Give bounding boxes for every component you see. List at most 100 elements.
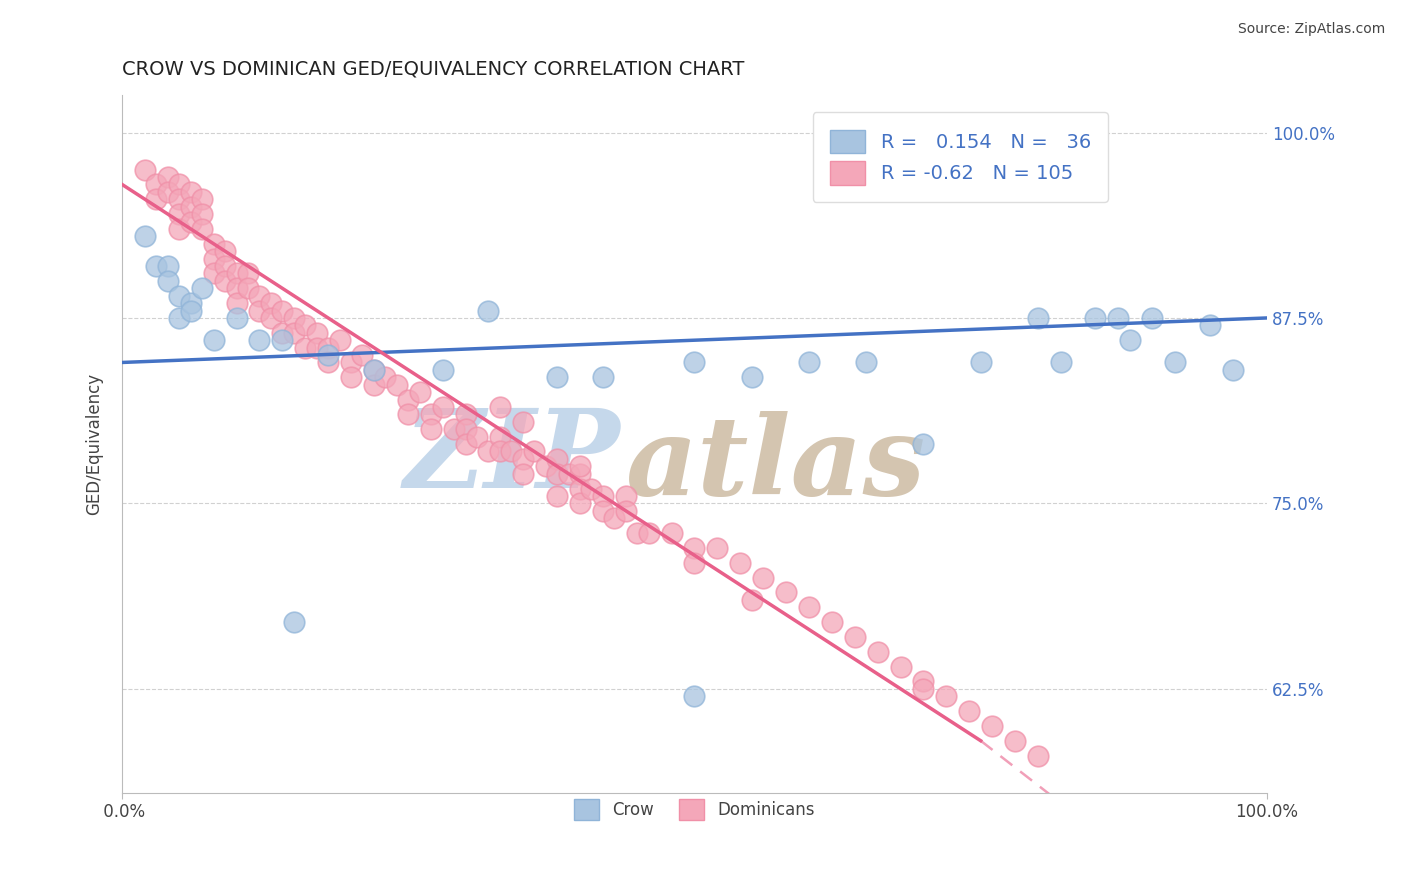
Point [374, 370, 396, 384]
Point [661, 526, 683, 541]
Point [592, 489, 614, 503]
Point [912, 437, 935, 451]
Point [581, 482, 603, 496]
Point [512, 451, 534, 466]
Point [225, 310, 247, 325]
Point [169, 192, 191, 206]
Point [396, 392, 419, 407]
Point [145, 178, 167, 192]
Point [569, 482, 592, 496]
Point [169, 289, 191, 303]
Point [752, 570, 775, 584]
Point [420, 422, 443, 436]
Point [214, 274, 236, 288]
Point [191, 281, 214, 295]
Point [169, 222, 191, 236]
Point [1004, 733, 1026, 747]
Point [271, 333, 294, 347]
Point [569, 496, 592, 510]
Text: Source: ZipAtlas.com: Source: ZipAtlas.com [1237, 22, 1385, 37]
Point [180, 296, 202, 310]
Point [683, 690, 706, 704]
Point [844, 630, 866, 644]
Point [396, 408, 419, 422]
Point [1118, 333, 1140, 347]
Point [683, 556, 706, 570]
Point [352, 348, 374, 362]
Point [706, 541, 728, 555]
Point [316, 355, 339, 369]
Point [169, 310, 191, 325]
Point [465, 429, 488, 443]
Point [283, 310, 305, 325]
Legend: Crow, Dominicans: Crow, Dominicans [561, 786, 828, 833]
Point [637, 526, 659, 541]
Point [489, 400, 512, 414]
Point [1026, 310, 1049, 325]
Point [236, 267, 259, 281]
Point [489, 429, 512, 443]
Point [191, 222, 214, 236]
Point [294, 318, 316, 333]
Point [741, 592, 763, 607]
Point [443, 422, 465, 436]
Point [626, 526, 648, 541]
Text: CROW VS DOMINICAN GED/EQUIVALENCY CORRELATION CHART: CROW VS DOMINICAN GED/EQUIVALENCY CORREL… [122, 60, 744, 78]
Text: ZIP: ZIP [404, 404, 620, 512]
Point [202, 236, 225, 251]
Point [432, 363, 454, 377]
Point [821, 615, 844, 629]
Point [134, 162, 156, 177]
Point [260, 296, 283, 310]
Point [363, 363, 385, 377]
Point [454, 422, 477, 436]
Point [305, 341, 328, 355]
Point [305, 326, 328, 340]
Point [512, 415, 534, 429]
Point [191, 192, 214, 206]
Point [260, 310, 283, 325]
Point [145, 259, 167, 273]
Point [225, 267, 247, 281]
Point [477, 444, 499, 458]
Point [1026, 748, 1049, 763]
Point [592, 504, 614, 518]
Point [340, 355, 363, 369]
Point [294, 341, 316, 355]
Point [477, 303, 499, 318]
Point [683, 355, 706, 369]
Point [1164, 355, 1187, 369]
Y-axis label: GED/Equivalency: GED/Equivalency [86, 373, 103, 515]
Point [912, 681, 935, 696]
Point [169, 178, 191, 192]
Point [191, 207, 214, 221]
Point [329, 333, 352, 347]
Point [156, 169, 179, 184]
Point [855, 355, 877, 369]
Point [546, 370, 568, 384]
Point [592, 370, 614, 384]
Point [546, 489, 568, 503]
Point [156, 185, 179, 199]
Point [202, 267, 225, 281]
Point [409, 385, 432, 400]
Point [249, 289, 271, 303]
Point [225, 281, 247, 295]
Point [981, 719, 1004, 733]
Point [271, 303, 294, 318]
Point [145, 192, 167, 206]
Point [797, 600, 820, 615]
Point [683, 541, 706, 555]
Point [316, 348, 339, 362]
Point [454, 408, 477, 422]
Point [557, 467, 579, 481]
Point [420, 408, 443, 422]
Point [603, 511, 626, 525]
Point [169, 207, 191, 221]
Point [225, 296, 247, 310]
Point [214, 259, 236, 273]
Point [363, 377, 385, 392]
Point [180, 185, 202, 199]
Point [866, 645, 889, 659]
Point [569, 467, 592, 481]
